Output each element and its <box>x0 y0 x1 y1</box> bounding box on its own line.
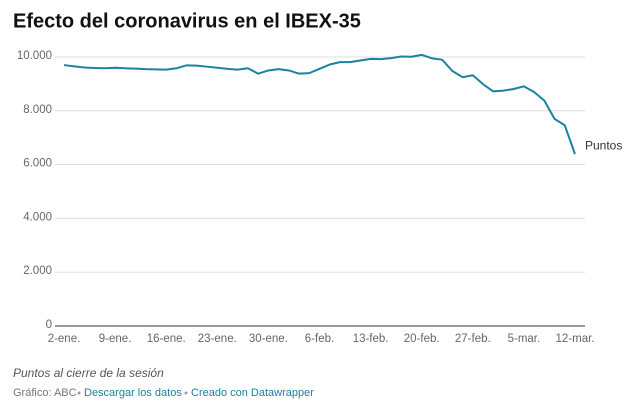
y-tick-label: 10.000 <box>17 50 52 62</box>
x-tick-label: 16-ene. <box>147 333 186 345</box>
x-tick-label: 20-feb. <box>404 333 440 345</box>
line <box>63 53 576 155</box>
y-tick-label: 8.000 <box>23 104 52 116</box>
y-tick-label: 6.000 <box>23 158 52 170</box>
x-tick-label: 12-mar. <box>556 333 595 345</box>
y-tick-label: 0 <box>46 319 52 331</box>
source: Gráfico: ABC <box>13 387 77 399</box>
separator <box>184 391 188 395</box>
x-tick-label: 13-feb. <box>353 333 389 345</box>
x-tick-label: 6-feb. <box>305 333 334 345</box>
y-tick-label: 2.000 <box>23 265 52 277</box>
y-tick-label: 4.000 <box>23 211 52 223</box>
x-tick-label: 9-ene. <box>99 333 132 345</box>
separator <box>77 391 81 395</box>
datawrapper-link[interactable]: Creado con Datawrapper <box>191 387 314 399</box>
x-tick-label: 27-feb. <box>455 333 491 345</box>
x-tick-label: 23-ene. <box>198 333 237 345</box>
chart-title: Efecto del coronavirus en el IBEX-35 <box>13 10 361 32</box>
download-link[interactable]: Descargar los datos <box>84 387 182 399</box>
notes: Puntos al cierre de la sesión <box>13 366 164 380</box>
x-tick-label: 2-ene. <box>48 333 81 345</box>
x-tick-label: 5-mar. <box>508 333 541 345</box>
x-tick-label: 30-ene. <box>249 333 288 345</box>
series-label: Puntos <box>585 138 622 152</box>
